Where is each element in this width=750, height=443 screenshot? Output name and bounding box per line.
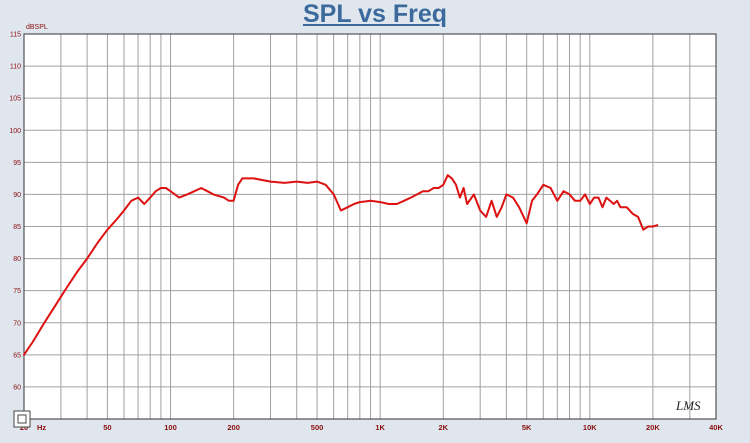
x-axis-unit: Hz bbox=[37, 423, 46, 432]
x-tick-label: 10K bbox=[583, 423, 597, 432]
chart-title: SPL vs Freq bbox=[302, 0, 448, 28]
plot-border bbox=[23, 33, 717, 420]
y-tick-label: 70 bbox=[13, 320, 21, 327]
y-tick-label: 65 bbox=[13, 352, 21, 359]
x-tick-label: 500 bbox=[311, 423, 324, 432]
x-tick-label: 50 bbox=[103, 423, 111, 432]
x-tick-label: 5K bbox=[522, 423, 532, 432]
y-tick-label: 115 bbox=[10, 32, 21, 39]
lms-logo: LMS bbox=[675, 398, 701, 413]
x-tick-label: 20K bbox=[646, 423, 660, 432]
y-tick-label: 95 bbox=[13, 160, 21, 167]
series-line bbox=[23, 174, 659, 356]
y-tick-label: 75 bbox=[13, 288, 21, 295]
y-tick-label: 110 bbox=[10, 64, 21, 71]
y-tick-label: 60 bbox=[13, 384, 21, 391]
y-tick-label: 90 bbox=[13, 192, 21, 199]
corner-zoom-icon[interactable] bbox=[13, 410, 31, 428]
y-tick-label: 100 bbox=[9, 128, 21, 135]
y-tick-label: 80 bbox=[13, 256, 21, 263]
y-axis-label: dBSPL bbox=[26, 24, 48, 31]
x-tick-label: 40K bbox=[709, 423, 723, 432]
x-tick-label: 2K bbox=[438, 423, 448, 432]
x-tick-label: 200 bbox=[227, 423, 240, 432]
x-tick-label: 100 bbox=[164, 423, 177, 432]
x-tick-label: 1K bbox=[375, 423, 385, 432]
y-tick-label: 105 bbox=[9, 96, 21, 103]
y-tick-label: 85 bbox=[13, 224, 21, 231]
